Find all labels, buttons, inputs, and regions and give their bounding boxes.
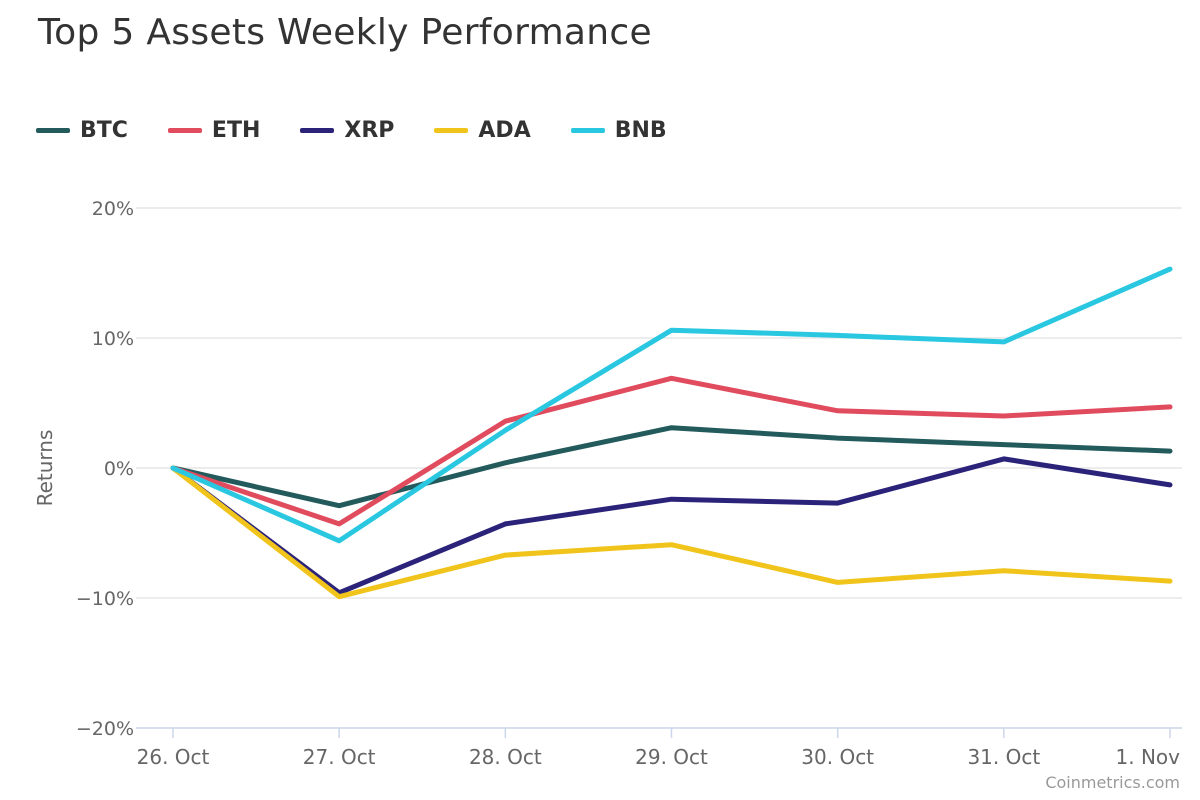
x-tick-label: 29. Oct: [635, 745, 708, 769]
legend-swatch-btc: [36, 128, 70, 133]
series-line-btc: [170, 425, 1173, 509]
series-line-ada: [170, 465, 1173, 600]
legend-label-xrp: XRP: [344, 118, 395, 143]
legend-item-btc[interactable]: BTC: [36, 118, 128, 143]
series-line-bnb: [170, 266, 1173, 544]
y-tick-label: 10%: [92, 328, 134, 350]
legend-item-xrp[interactable]: XRP: [300, 118, 394, 143]
x-tick-label: 26. Oct: [137, 745, 210, 769]
legend-item-bnb[interactable]: BNB: [570, 118, 667, 143]
y-axis-title: Returns: [33, 430, 57, 507]
legend-label-btc: BTC: [80, 118, 128, 143]
y-tick-label: −20%: [76, 718, 134, 740]
y-tick-label: 0%: [104, 458, 134, 480]
legend-label-bnb: BNB: [614, 118, 667, 143]
legend-swatch-xrp: [300, 128, 335, 133]
series-line-xrp: [170, 456, 1173, 596]
x-tick-label: 30. Oct: [801, 745, 874, 769]
x-tick-label: 31. Oct: [967, 745, 1040, 769]
series-line-eth: [170, 375, 1173, 527]
legend-label-eth: ETH: [211, 118, 261, 143]
legend-swatch-bnb: [570, 128, 605, 133]
x-tick-label: 28. Oct: [469, 745, 542, 769]
legend-swatch-eth: [167, 128, 202, 133]
legend-item-eth[interactable]: ETH: [167, 118, 261, 143]
y-tick-label: −10%: [76, 588, 134, 610]
x-tick-label: 27. Oct: [303, 745, 376, 769]
x-tick-label: 1. Nov: [1116, 745, 1181, 769]
credit-link[interactable]: Coinmetrics.com: [1045, 773, 1180, 792]
legend-item-ada[interactable]: ADA: [434, 118, 531, 143]
legend-label-ada: ADA: [478, 118, 531, 143]
y-tick-label: 20%: [92, 198, 134, 220]
legend-swatch-ada: [434, 128, 469, 133]
legend: BTC ETH XRP ADA BNB: [36, 118, 707, 143]
chart-title: Top 5 Assets Weekly Performance: [38, 12, 652, 53]
